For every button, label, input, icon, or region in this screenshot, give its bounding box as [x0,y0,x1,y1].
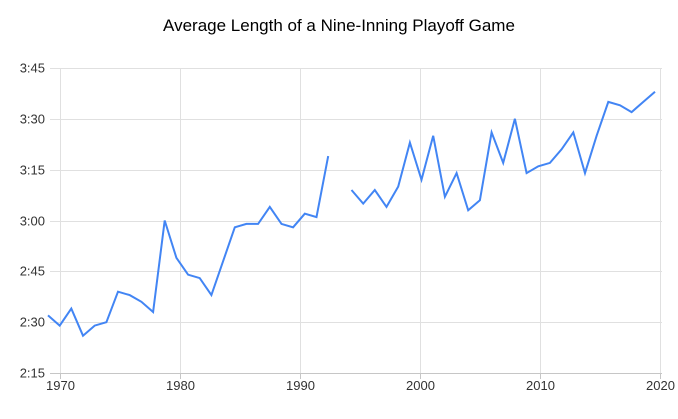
x-axis-label: 2010 [526,378,555,393]
y-axis-label: 3:00 [20,214,45,229]
y-axis-label: 2:30 [20,315,45,330]
series-line [47,155,330,338]
x-axis-label: 1970 [46,378,75,393]
y-axis-label: 2:45 [20,264,45,279]
y-axis-label: 3:15 [20,163,45,178]
series-line [350,90,656,213]
y-axis-label: 3:45 [20,61,45,76]
x-axis-label: 1980 [166,378,195,393]
y-axis-label: 3:30 [20,112,45,127]
chart-title: Average Length of a Nine-Inning Playoff … [163,16,515,35]
x-axis-label: 1990 [286,378,315,393]
x-axis-label: 2020 [646,378,675,393]
y-axis-label: 2:15 [20,366,45,381]
x-axis-label: 2000 [406,378,435,393]
